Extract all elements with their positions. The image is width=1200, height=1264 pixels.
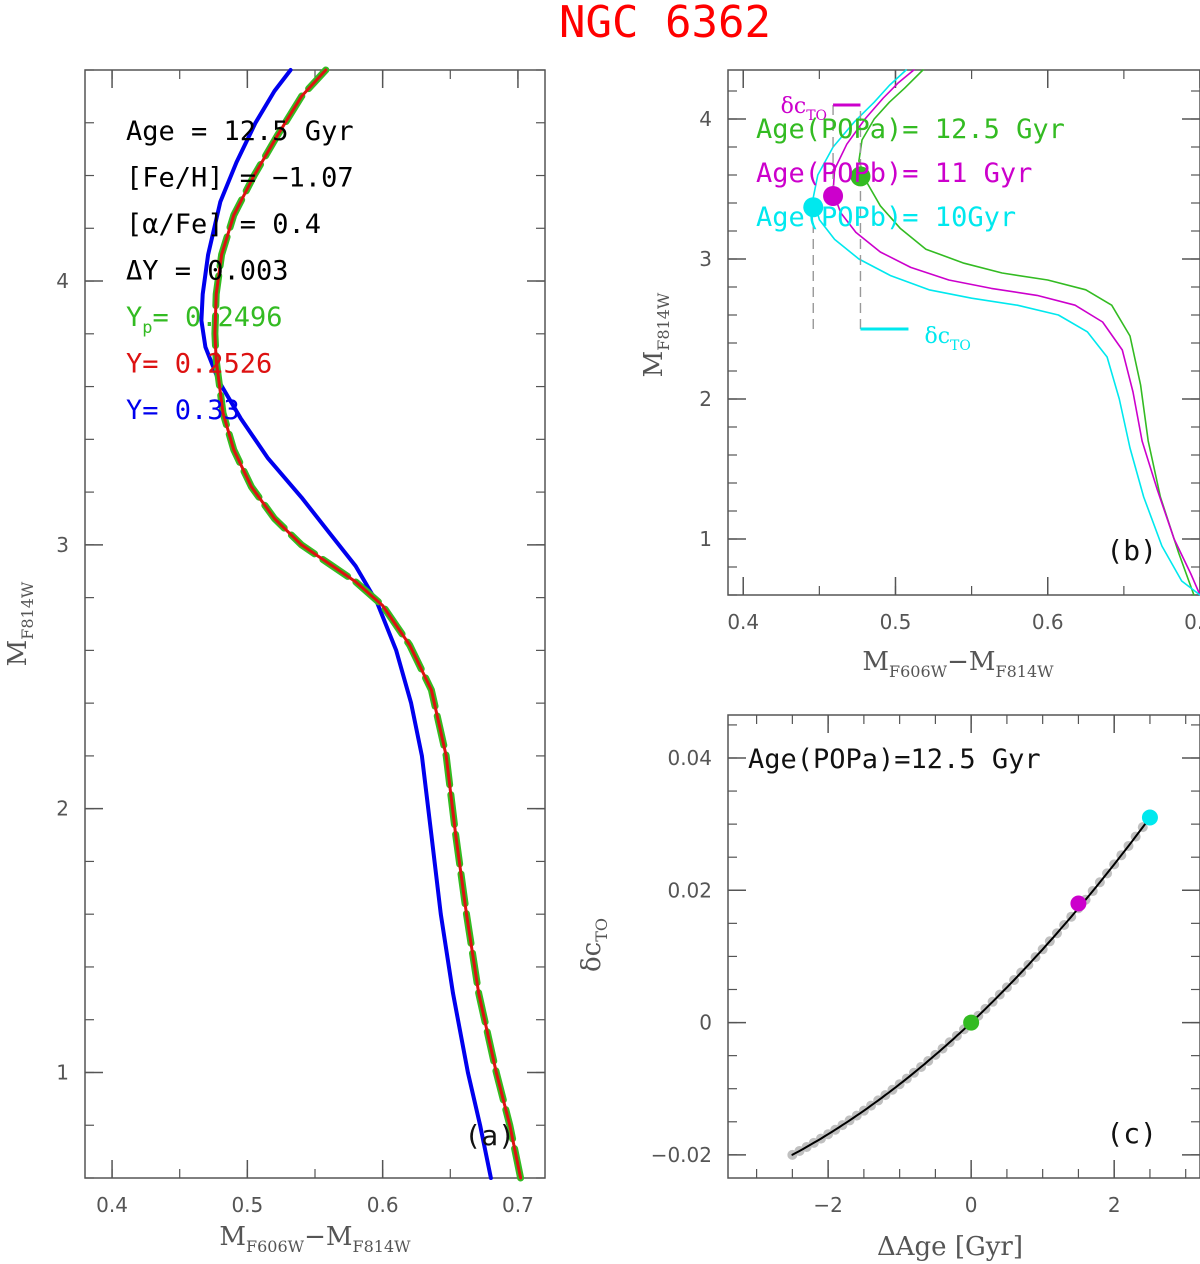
panel-c-highlight-point — [963, 1014, 980, 1031]
panel-a-series-line — [213, 68, 523, 1180]
panel-a-annotation: Y= 0.2526 — [126, 349, 272, 380]
panel-b-x-tick-label: 0.7 — [1184, 610, 1200, 634]
panel-b-turnoff-point — [803, 197, 824, 218]
panel-c-y-tick-label: 0.02 — [667, 878, 712, 902]
panel-a-annotation: [α/Fe] = 0.4 — [126, 209, 321, 240]
panel-c: −2 0 2 −0.02 0 0.02 0.04 Age(POPa)=12.5 Gyr (c… — [577, 714, 1200, 1262]
panel-a-series-line — [199, 68, 493, 1180]
panel-a-label: (a) — [464, 1119, 515, 1152]
panel-b-isochrone — [812, 69, 1200, 596]
panel-a-y-tick-label: 1 — [56, 1060, 69, 1084]
panel-b-turnoff-point — [850, 166, 871, 187]
panel-b-legend-entry: Age(POPb)= 11 Gyr — [756, 158, 1032, 189]
panel-b-x-tick-label: 0.4 — [727, 610, 759, 634]
panel-b-delta-label: δcTO — [924, 324, 970, 354]
panel-a: 0.4 0.5 0.6 0.7 1 2 3 4 Age = 12.5 Gyr [Fe/H] = … — [3, 66, 546, 1256]
panel-c-xlabel: ΔAge [Gyr] — [877, 1232, 1023, 1262]
panel-a-y-tick-label: 3 — [56, 533, 69, 557]
panel-a-annotations: Age = 12.5 Gyr [Fe/H] = −1.07 [α/Fe] = 0.4… — [126, 116, 354, 426]
panel-a-ylabel: MF814W — [3, 581, 37, 666]
panel-b-y-tick-label: 4 — [699, 107, 712, 131]
panel-c-y-tick-label: −0.02 — [651, 1143, 712, 1167]
panel-c-x-tick-label: 0 — [965, 1193, 978, 1217]
panel-a-ticks: 0.4 0.5 0.6 0.7 1 2 3 4 — [56, 69, 545, 1217]
panel-a-annotation: [Fe/H] = −1.07 — [126, 163, 354, 194]
panel-b-y-tick-label: 1 — [699, 527, 712, 551]
panel-a-series — [199, 66, 525, 1182]
panel-a-y-tick-label: 2 — [56, 797, 69, 821]
panel-c-series — [787, 809, 1158, 1160]
panel-a-x-tick-label: 0.4 — [96, 1193, 128, 1217]
panel-a-x-tick-label: 0.7 — [502, 1193, 534, 1217]
panel-c-annotation: Age(POPa)=12.5 Gyr — [748, 744, 1041, 775]
panel-c-highlight-point — [1070, 895, 1087, 912]
panel-b-x-tick-label: 0.6 — [1032, 610, 1064, 634]
panel-a-xlabel: MF606W−MF814W — [219, 1222, 411, 1256]
panel-b-isochrone — [858, 69, 1195, 596]
panel-b-legend: Age(POPa)= 12.5 Gyr Age(POPb)= 11 Gyr Age(… — [756, 114, 1065, 233]
panel-a-annotation: Yp= 0.2496 — [126, 302, 283, 338]
panel-b: 0.4 0.5 0.6 0.7 1 2 3 4 δcTO δcTO Age(POPa)= 12.… — [639, 69, 1200, 681]
panel-b-x-tick-label: 0.5 — [880, 610, 912, 634]
panel-b-legend-entry: Age(POPb)= 10Gyr — [756, 202, 1016, 233]
panel-b-isochrone — [832, 69, 1200, 596]
panel-b-y-tick-label: 2 — [699, 387, 712, 411]
panel-c-y-tick-label: 0.04 — [667, 746, 712, 770]
panel-c-ylabel: δcTO — [577, 918, 611, 972]
panel-c-highlight-point — [1141, 809, 1158, 826]
panel-c-frame — [727, 714, 1200, 1179]
panel-a-annotation: Y= 0.33 — [126, 395, 240, 426]
panel-a-annotation: ΔY = 0.003 — [126, 256, 289, 287]
panel-a-x-tick-label: 0.6 — [367, 1193, 399, 1217]
panel-b-turnoff-point — [823, 186, 844, 206]
panel-c-y-tick-label: 0 — [699, 1011, 712, 1035]
panel-a-x-tick-label: 0.5 — [231, 1193, 263, 1217]
panel-b-y-tick-label: 3 — [699, 247, 712, 271]
panel-b-delta-label: δcTO — [781, 94, 827, 124]
panel-a-annotation: Age = 12.5 Gyr — [126, 116, 354, 147]
panel-b-series: δcTO δcTO — [781, 69, 1200, 596]
panel-c-fit-line — [791, 816, 1151, 1156]
panel-c-label: (c) — [1106, 1117, 1157, 1150]
panel-c-x-tick-label: −2 — [813, 1193, 842, 1217]
panel-c-ticks: −2 0 2 −0.02 0 0.02 0.04 — [651, 715, 1200, 1217]
panel-b-ticks: 0.4 0.5 0.6 0.7 1 2 3 4 — [699, 70, 1200, 634]
figure-title: NGC 6362 — [559, 0, 771, 48]
panel-c-x-tick-label: 2 — [1108, 1193, 1121, 1217]
panel-b-xlabel: MF606W−MF814W — [862, 647, 1054, 681]
panel-b-label: (b) — [1106, 534, 1157, 567]
panel-b-legend-entry: Age(POPa)= 12.5 Gyr — [756, 114, 1065, 145]
panel-b-ylabel: MF814W — [639, 292, 673, 377]
panel-a-y-tick-label: 4 — [56, 269, 69, 293]
panel-b-frame — [727, 69, 1200, 596]
